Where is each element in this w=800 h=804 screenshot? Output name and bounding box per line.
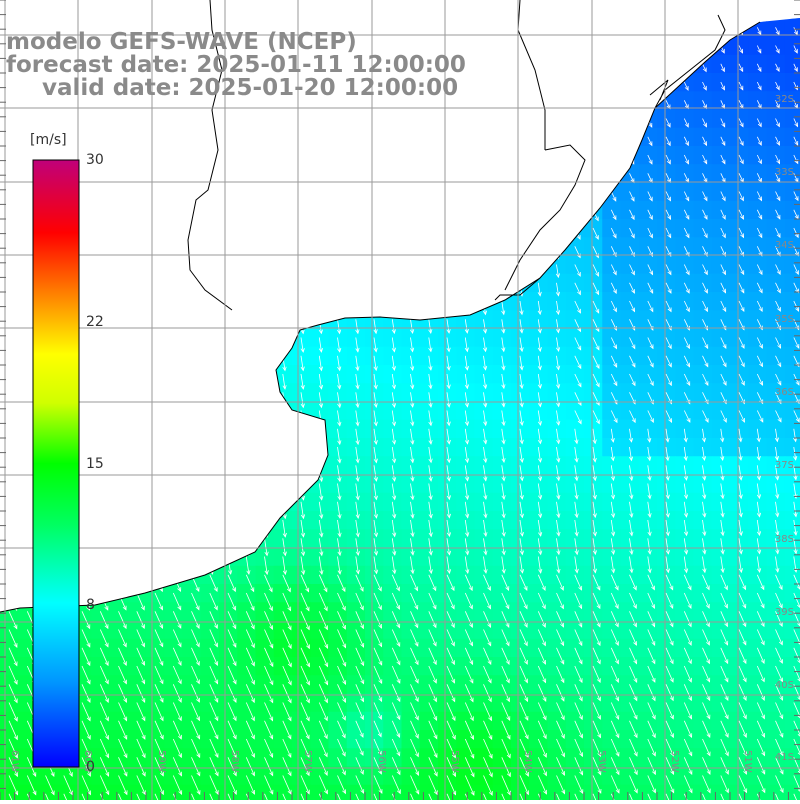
speed-cell bbox=[237, 785, 256, 800]
speed-cell bbox=[785, 511, 800, 530]
lat-label: 34S bbox=[775, 240, 794, 251]
speed-cell bbox=[493, 785, 512, 800]
speed-cell bbox=[785, 420, 800, 439]
speed-cell bbox=[785, 292, 800, 311]
speed-cell bbox=[785, 621, 800, 640]
colorbar-scale bbox=[33, 160, 79, 767]
speed-cell bbox=[110, 785, 129, 800]
lon-label: 61W bbox=[9, 750, 20, 773]
lat-label: 40S bbox=[775, 680, 794, 691]
speed-cell bbox=[785, 657, 800, 676]
speed-cell bbox=[256, 785, 275, 800]
speed-cell bbox=[785, 219, 800, 238]
speed-cell bbox=[128, 785, 147, 800]
colorbar-tick-label: 30 bbox=[86, 153, 104, 167]
speed-cell bbox=[785, 18, 800, 37]
speed-cell bbox=[785, 438, 800, 457]
speed-cell bbox=[201, 785, 220, 800]
speed-cell bbox=[420, 785, 439, 800]
speed-cell bbox=[73, 785, 92, 800]
lon-label: 55W bbox=[449, 750, 460, 773]
speed-cell bbox=[0, 785, 19, 800]
speed-cell bbox=[219, 785, 238, 800]
speed-cell bbox=[785, 365, 800, 384]
speed-cell bbox=[785, 639, 800, 658]
speed-cell bbox=[785, 274, 800, 293]
speed-cell bbox=[785, 37, 800, 56]
lat-label: 41S bbox=[775, 752, 794, 763]
colorbar-tick-label: 15 bbox=[86, 457, 104, 471]
speed-cell bbox=[785, 767, 800, 786]
colorbar-tick-label: 22 bbox=[86, 315, 104, 329]
speed-cell bbox=[785, 329, 800, 348]
speed-cell bbox=[785, 493, 800, 512]
colorbar-tick-label: 8 bbox=[86, 598, 95, 612]
lat-label: 36S bbox=[775, 387, 794, 398]
speed-cell bbox=[146, 785, 165, 800]
speed-cell bbox=[785, 402, 800, 421]
lat-label: 39S bbox=[775, 607, 794, 618]
speed-cell bbox=[785, 475, 800, 494]
speed-cell bbox=[785, 566, 800, 585]
speed-cell bbox=[164, 785, 183, 800]
lon-label: 57W bbox=[302, 750, 313, 773]
speed-cell bbox=[785, 785, 800, 800]
lon-label: 54W bbox=[522, 750, 533, 773]
lon-label: 53W bbox=[596, 750, 607, 773]
speed-cell bbox=[183, 785, 202, 800]
colorbar-unit: [m/s] bbox=[30, 132, 67, 148]
speed-cell bbox=[37, 785, 56, 800]
lon-label: 56W bbox=[376, 750, 387, 773]
lat-label: 38S bbox=[775, 534, 794, 545]
lon-label: 51W bbox=[742, 750, 753, 773]
speed-cell bbox=[785, 694, 800, 713]
speed-cell bbox=[456, 785, 475, 800]
lat-label: 35S bbox=[775, 314, 794, 325]
speed-cell bbox=[511, 785, 530, 800]
speed-cell bbox=[18, 785, 37, 800]
speed-cell bbox=[91, 785, 110, 800]
speed-cell bbox=[785, 256, 800, 275]
speed-cell bbox=[55, 785, 74, 800]
lon-label: 59W bbox=[156, 750, 167, 773]
colorbar bbox=[33, 160, 79, 767]
title-forecast-date: forecast date: 2025-01-11 12:00:00 bbox=[6, 53, 466, 77]
lon-label: 52W bbox=[669, 750, 680, 773]
lon-label: 58W bbox=[229, 750, 240, 773]
speed-cell bbox=[785, 730, 800, 749]
speed-cell bbox=[785, 712, 800, 731]
colorbar-tick-label: 0 bbox=[86, 760, 95, 774]
lat-label: 32S bbox=[775, 94, 794, 105]
speed-cell bbox=[785, 55, 800, 74]
speed-cell bbox=[438, 785, 457, 800]
speed-cell bbox=[529, 785, 548, 800]
lat-label: 33S bbox=[775, 167, 794, 178]
speed-cell bbox=[785, 548, 800, 567]
title-valid-date: valid date: 2025-01-20 12:00:00 bbox=[42, 76, 458, 100]
lat-label: 37S bbox=[775, 460, 794, 471]
speed-cell bbox=[785, 347, 800, 366]
title-model: modelo GEFS-WAVE (NCEP) bbox=[6, 30, 357, 54]
speed-cell bbox=[475, 785, 494, 800]
